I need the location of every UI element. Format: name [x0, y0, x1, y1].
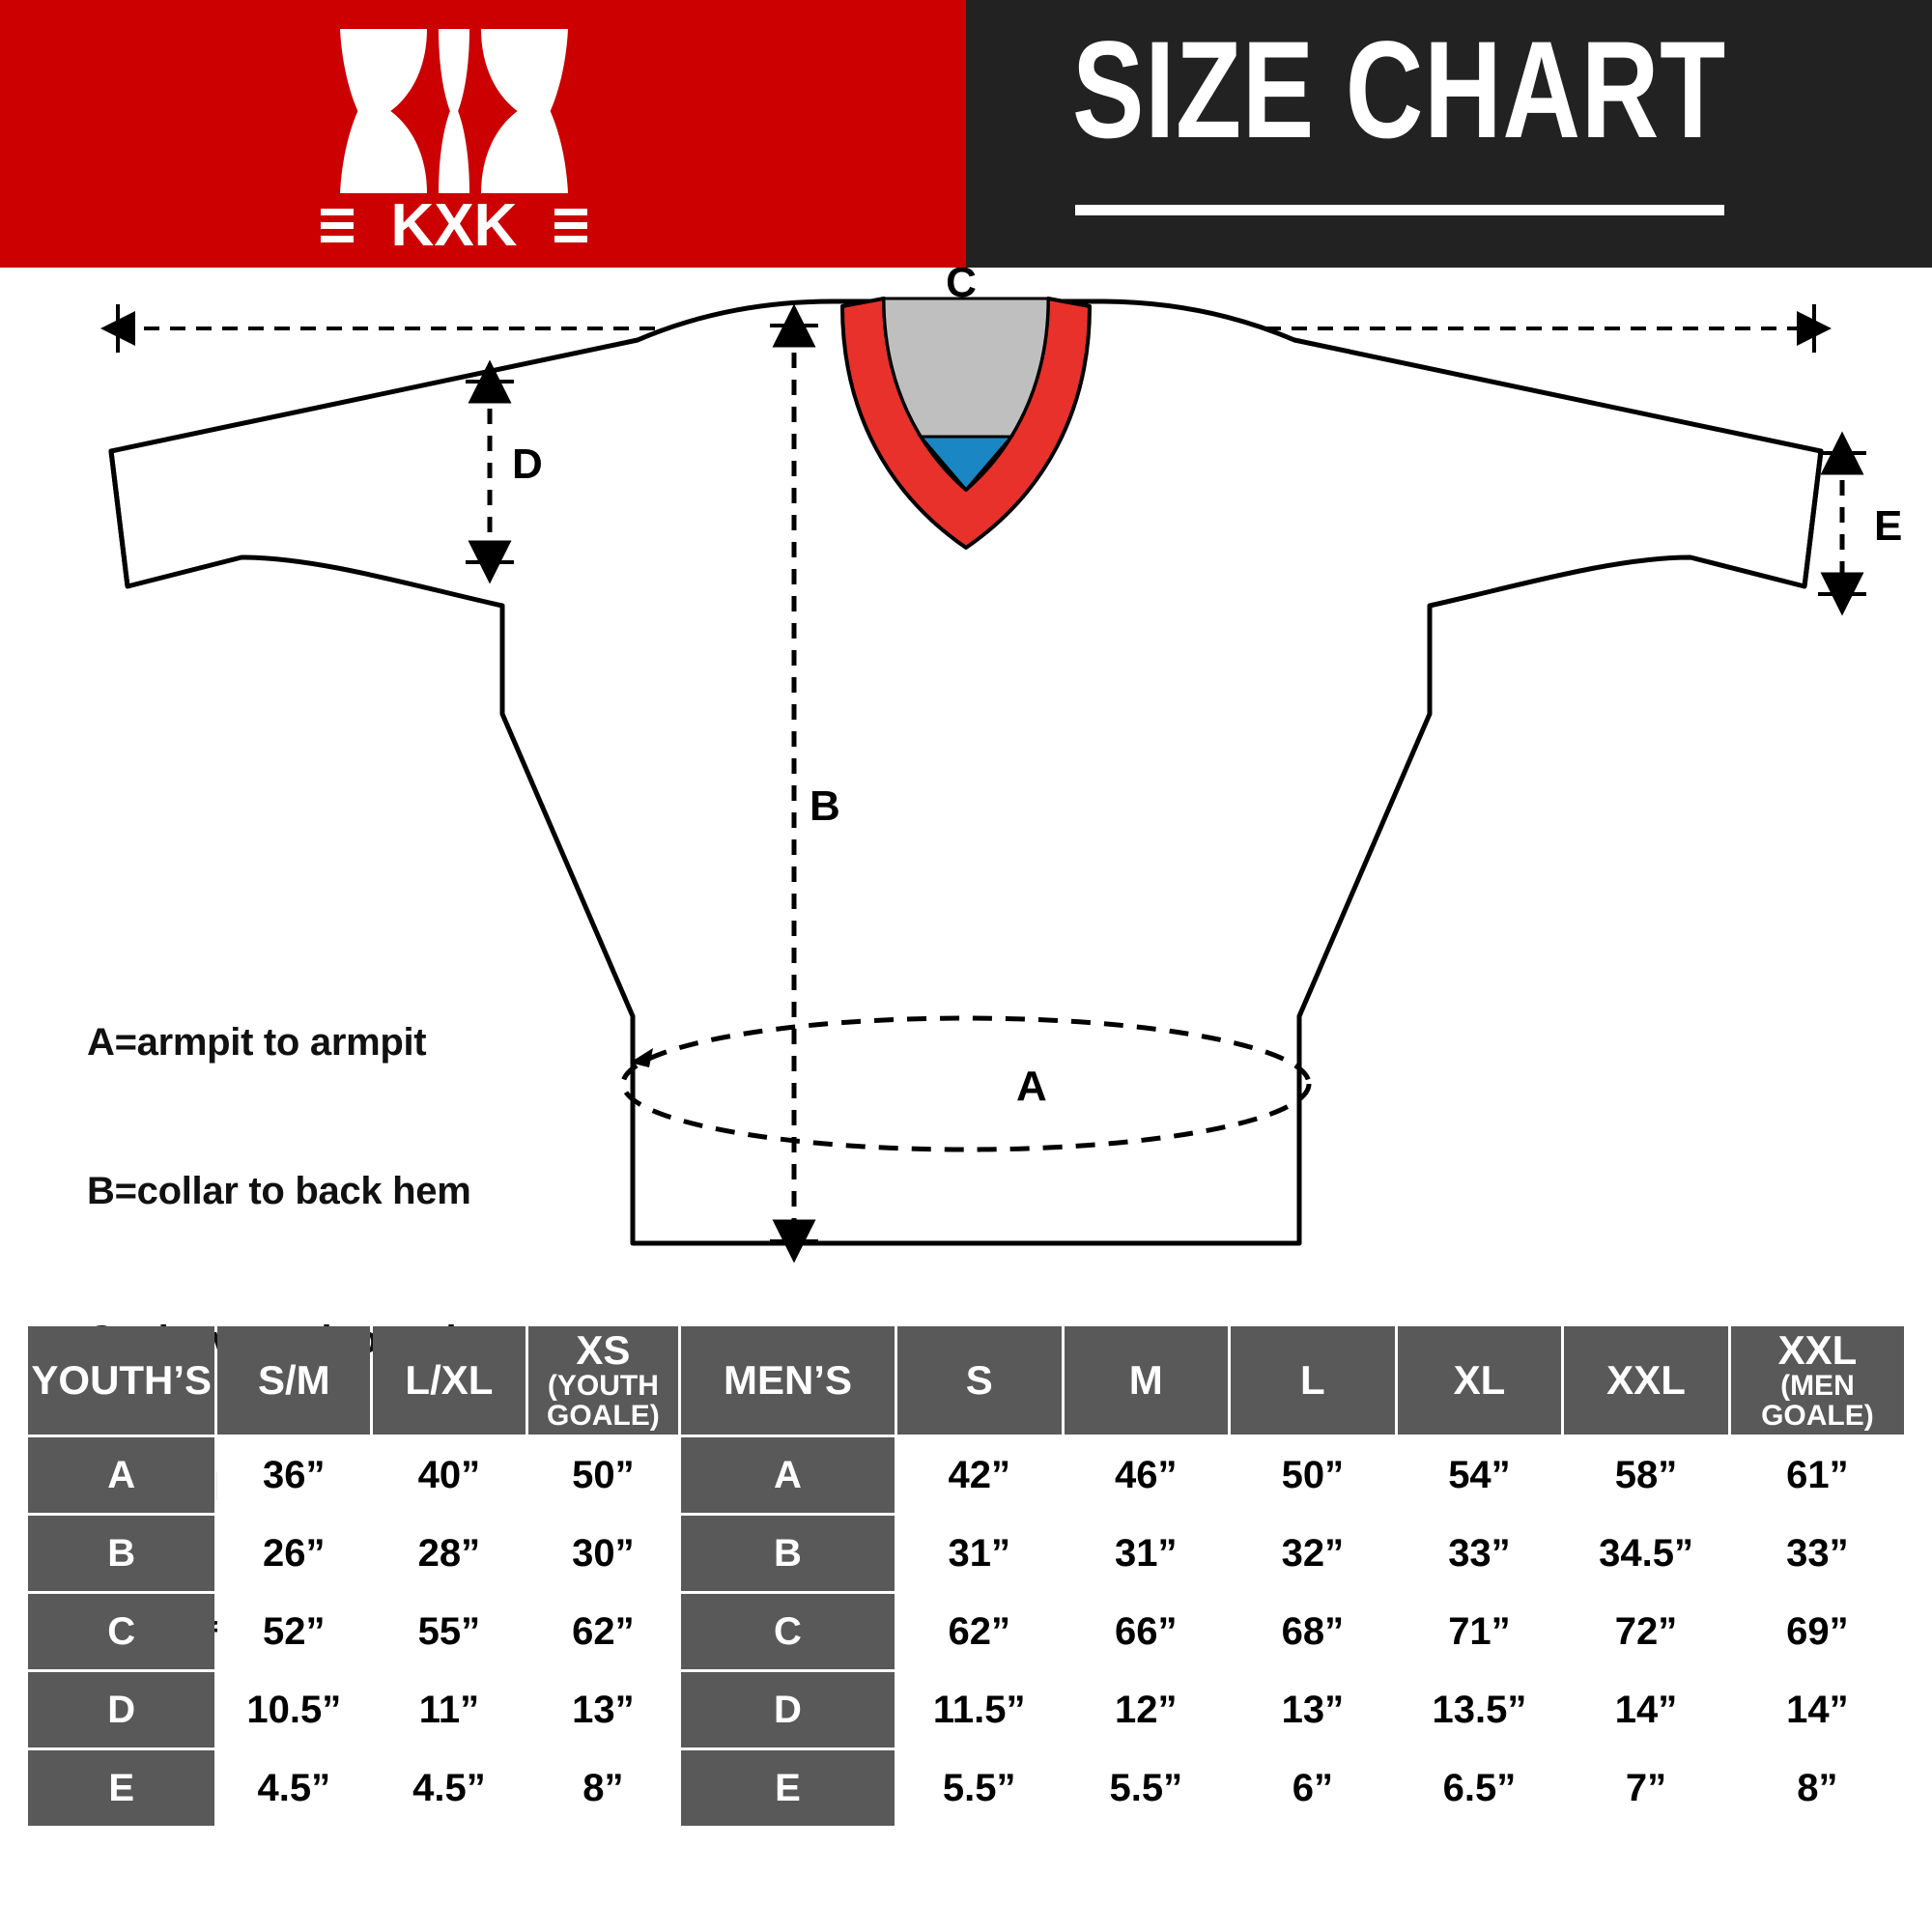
row-label-b-youth: B [28, 1516, 215, 1591]
cell-mens-xxl-d: 14” [1564, 1672, 1728, 1747]
row-label-a-youth: A [28, 1437, 215, 1513]
cell-mens-xxlg-b: 33” [1730, 1516, 1904, 1591]
cell-youth-lxl-d: 11” [373, 1672, 526, 1747]
table-header-row: YOUTH’S S/M L/XL XS (YOUTH GOALE) MEN’S … [28, 1326, 1904, 1435]
row-label-c-mens: C [681, 1594, 895, 1669]
cell-mens-xxl-b: 34.5” [1564, 1516, 1728, 1591]
cell-mens-xxl-a: 58” [1564, 1437, 1728, 1513]
cell-youth-xs-d: 13” [527, 1672, 678, 1747]
cell-youth-lxl-b: 28” [373, 1516, 526, 1591]
cell-mens-xxlg-c: 69” [1730, 1594, 1904, 1669]
collar-blue-tip [917, 435, 1015, 493]
cell-mens-xl-d: 13.5” [1397, 1672, 1562, 1747]
cell-mens-xxl-c: 72” [1564, 1594, 1728, 1669]
header-youth-xs-sub: (YOUTH GOALE) [547, 1369, 660, 1432]
cell-mens-l-d: 13” [1231, 1672, 1395, 1747]
row-label-d-mens: D [681, 1672, 895, 1747]
cell-mens-l-b: 32” [1231, 1516, 1395, 1591]
measure-b-group: B [770, 303, 840, 1264]
cell-mens-m-e: 5.5” [1064, 1750, 1229, 1826]
cell-mens-m-b: 31” [1064, 1516, 1229, 1591]
legend-item-a: A=armpit to armpit [87, 1021, 427, 1065]
cell-mens-xl-c: 71” [1397, 1594, 1562, 1669]
legend-item-b: B=collar to back hem [87, 1169, 471, 1212]
cell-youth-xs-b: 30” [527, 1516, 678, 1591]
cell-mens-l-e: 6” [1231, 1750, 1395, 1826]
cell-mens-s-e: 5.5” [896, 1750, 1062, 1826]
cell-mens-xxlg-a: 61” [1730, 1437, 1904, 1513]
header-youths: YOUTH’S [28, 1326, 215, 1435]
size-chart-table: YOUTH’S S/M L/XL XS (YOUTH GOALE) MEN’S … [25, 1323, 1907, 1829]
table-row: E 4.5” 4.5” 8” E 5.5” 5.5” 6” 6.5” 7” 8” [28, 1750, 1904, 1826]
page-title: SIZE CHART [1072, 14, 1727, 167]
cell-mens-xl-e: 6.5” [1397, 1750, 1562, 1826]
table-row: B 26” 28” 30” B 31” 31” 32” 33” 34.5” 33… [28, 1516, 1904, 1591]
cell-mens-xl-a: 54” [1397, 1437, 1562, 1513]
row-label-e-mens: E [681, 1750, 895, 1826]
measure-label-e: E [1874, 502, 1902, 550]
cell-mens-s-a: 42” [896, 1437, 1062, 1513]
row-label-b-mens: B [681, 1516, 895, 1591]
cell-mens-s-d: 11.5” [896, 1672, 1062, 1747]
cell-youth-lxl-a: 40” [373, 1437, 526, 1513]
sleeve-cuff-edges [108, 450, 1824, 587]
table-row: C 52” 55” 62” C 62” 66” 68” 71” 72” 69” [28, 1594, 1904, 1669]
measure-label-b: B [810, 782, 840, 830]
jersey-collar [840, 297, 1092, 550]
header-youth-xs-main: XS [576, 1326, 631, 1373]
header-mens-s: S [896, 1326, 1062, 1435]
measure-label-d: D [512, 440, 543, 488]
brand-wordmark: KXK [391, 192, 518, 254]
cell-youth-sm-e: 4.5” [217, 1750, 371, 1826]
row-label-e-youth: E [28, 1750, 215, 1826]
header-mens-xxl-main: XXL [1777, 1326, 1858, 1373]
cell-youth-sm-a: 36” [217, 1437, 371, 1513]
cell-mens-xl-b: 33” [1397, 1516, 1562, 1591]
cell-mens-xxlg-d: 14” [1730, 1672, 1904, 1747]
cell-youth-sm-c: 52” [217, 1594, 371, 1669]
header-title-panel: SIZE CHART [966, 0, 1932, 268]
cell-mens-l-c: 68” [1231, 1594, 1395, 1669]
measure-label-a: A [1016, 1063, 1047, 1110]
cell-mens-m-d: 12” [1064, 1672, 1229, 1747]
header-mens-xl: XL [1397, 1326, 1562, 1435]
cell-mens-xxl-e: 7” [1564, 1750, 1728, 1826]
cell-youth-xs-c: 62” [527, 1594, 678, 1669]
header-youth-sm: S/M [217, 1326, 371, 1435]
table-row: D 10.5” 11” 13” D 11.5” 12” 13” 13.5” 14… [28, 1672, 1904, 1747]
row-label-d-youth: D [28, 1672, 215, 1747]
cell-mens-m-a: 46” [1064, 1437, 1229, 1513]
jersey-outline [108, 298, 1824, 1246]
header-youth-xs-goalie: XS (YOUTH GOALE) [527, 1326, 678, 1435]
cell-youth-xs-a: 50” [527, 1437, 678, 1513]
cell-youth-lxl-e: 4.5” [373, 1750, 526, 1826]
table-row: A 36” 40” 50” A 42” 46” 50” 54” 58” 61” [28, 1437, 1904, 1513]
header-brand-panel: KXK [0, 0, 966, 268]
cell-youth-xs-e: 8” [527, 1750, 678, 1826]
header-mens-xxl: XXL [1564, 1326, 1728, 1435]
measure-a-group: A [620, 1015, 1312, 1152]
header-mens-xxl-goalie: XXL (MEN GOALE) [1730, 1326, 1904, 1435]
header-mens-xxl-sub: (MEN GOALE) [1761, 1369, 1874, 1432]
kxk-logo-icon: KXK [321, 29, 587, 254]
header-youth-lxl: L/XL [373, 1326, 526, 1435]
cell-youth-lxl-c: 55” [373, 1594, 526, 1669]
cell-mens-m-c: 66” [1064, 1594, 1229, 1669]
jersey-diagram: . C D B A [100, 268, 1902, 1264]
header-mens-l: L [1231, 1326, 1395, 1435]
row-label-a-mens: A [681, 1437, 895, 1513]
cell-mens-l-a: 50” [1231, 1437, 1395, 1513]
cell-youth-sm-d: 10.5” [217, 1672, 371, 1747]
header-mens: MEN’S [681, 1326, 895, 1435]
cell-mens-s-b: 31” [896, 1516, 1062, 1591]
page-header: KXK SIZE CHART [0, 0, 1932, 268]
cell-mens-s-c: 62” [896, 1594, 1062, 1669]
cell-mens-xxlg-e: 8” [1730, 1750, 1904, 1826]
row-label-c-youth: C [28, 1594, 215, 1669]
header-mens-m: M [1064, 1326, 1229, 1435]
cell-youth-sm-b: 26” [217, 1516, 371, 1591]
measure-e-group: E [1818, 431, 1902, 616]
measure-d-group: D [466, 359, 543, 584]
title-underline [1075, 205, 1724, 215]
